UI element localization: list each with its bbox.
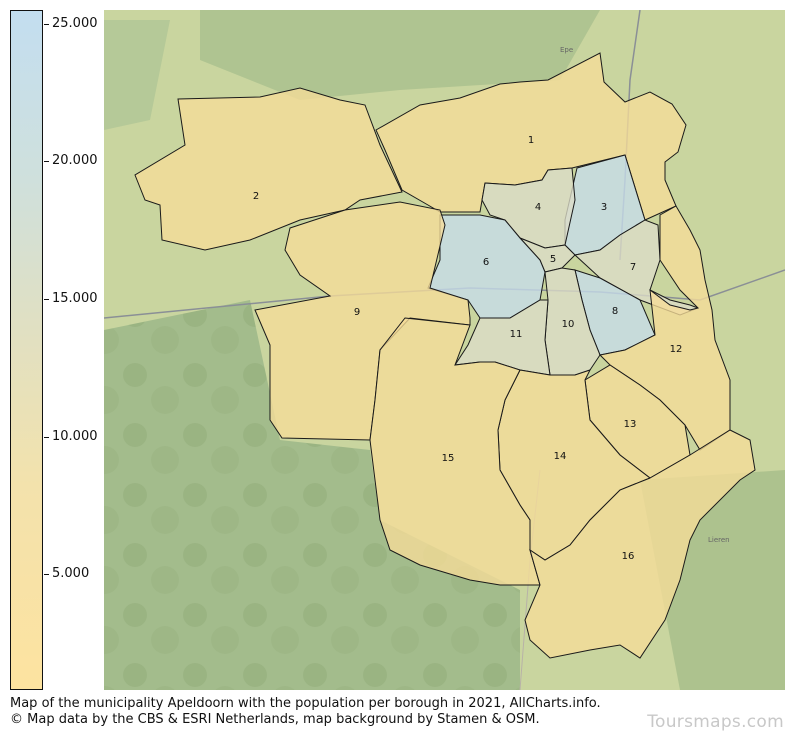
colorbar-tick xyxy=(44,299,49,301)
forest-area xyxy=(200,10,600,100)
colorbar-tick xyxy=(44,574,49,576)
place-label-epe: Epe xyxy=(560,46,573,54)
borough-7[interactable] xyxy=(573,219,700,316)
borough-label-13: 13 xyxy=(624,419,637,430)
map-caption-line2: © Map data by the CBS & ESRI Netherlands… xyxy=(10,712,540,727)
colorbar-tick-label: 15.000 xyxy=(52,291,98,307)
borough-label-10: 10 xyxy=(562,319,575,330)
borough-label-3: 3 xyxy=(601,202,607,213)
borough-label-11: 11 xyxy=(510,329,523,340)
borough-label-16: 16 xyxy=(622,551,635,562)
watermark: Toursmaps.com xyxy=(647,712,784,732)
forest-area xyxy=(104,300,520,690)
borough-label-9: 9 xyxy=(354,307,360,318)
colorbar-tick-label: 25.000 xyxy=(52,15,98,31)
borough-16[interactable] xyxy=(524,429,756,659)
borough-label-6: 6 xyxy=(483,257,489,268)
borough-label-15: 15 xyxy=(442,453,455,464)
colorbar-tick xyxy=(44,161,49,163)
map-caption-line1: Map of the municipality Apeldoorn with t… xyxy=(10,696,601,711)
borough-label-4: 4 xyxy=(535,202,541,213)
borough-2[interactable] xyxy=(134,87,403,251)
borough-label-7: 7 xyxy=(630,262,636,273)
borough-label-12: 12 xyxy=(670,344,683,355)
population-colorbar xyxy=(10,10,43,690)
forest-area xyxy=(104,20,170,130)
colorbar-tick xyxy=(44,23,49,25)
borough-label-5: 5 xyxy=(550,254,556,265)
colorbar-tick-label: 5.000 xyxy=(52,566,90,582)
borough-label-2: 2 xyxy=(253,191,259,202)
borough-1[interactable] xyxy=(375,52,687,221)
place-label-lieren: Lieren xyxy=(708,536,730,544)
colorbar-tick-label: 20.000 xyxy=(52,153,98,169)
colorbar-tick-label: 10.000 xyxy=(52,428,98,444)
borough-label-8: 8 xyxy=(612,306,618,317)
colorbar-tick xyxy=(44,436,49,438)
borough-label-1: 1 xyxy=(528,135,534,146)
borough-label-14: 14 xyxy=(554,451,567,462)
